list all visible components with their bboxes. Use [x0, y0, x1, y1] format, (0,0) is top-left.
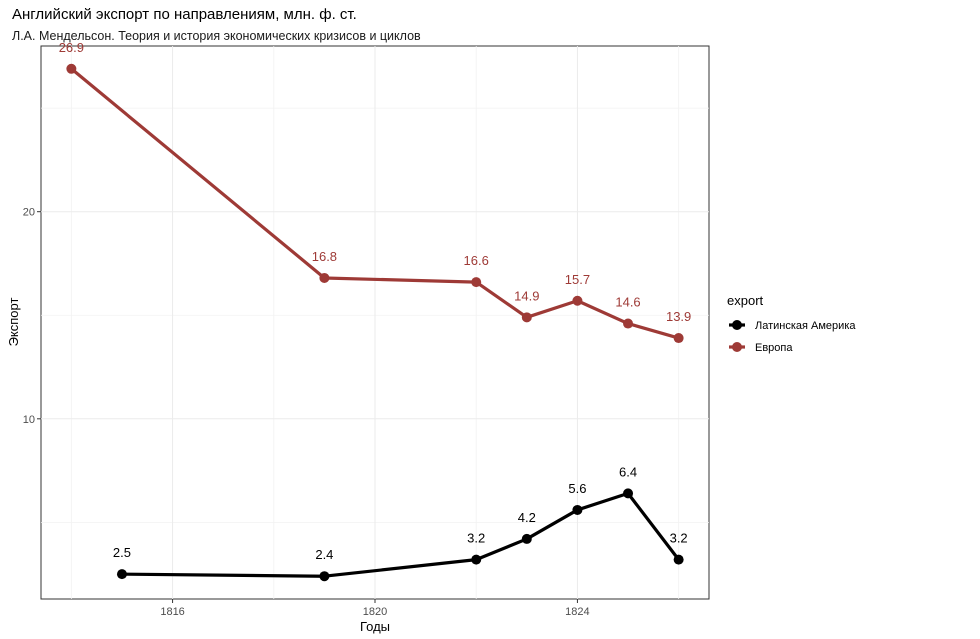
data-label: 14.6	[615, 295, 640, 310]
chart-subtitle: Л.А. Мендельсон. Теория и история эконом…	[12, 29, 421, 43]
data-point	[521, 312, 532, 323]
data-point	[116, 569, 127, 580]
data-point	[471, 277, 482, 288]
x-tick-label: 1824	[565, 606, 589, 618]
data-label: 14.9	[514, 288, 539, 303]
data-point	[572, 295, 583, 306]
legend-item: Европа	[729, 342, 793, 354]
data-point	[471, 554, 482, 565]
tick-labels: 1816 1820 1824 10 20	[23, 207, 590, 618]
data-point	[673, 554, 684, 565]
data-label: 26.9	[59, 40, 84, 55]
legend-label: Латинская Америка	[755, 320, 856, 332]
data-label: 4.2	[518, 510, 536, 525]
data-point	[66, 63, 77, 74]
y-tick-label: 10	[23, 414, 35, 426]
series-layer: 2.5 2.4 3.2 4.2 5.6 6.4 3.2 26.9 16.8 16.6 14.9 15.…	[59, 40, 691, 582]
data-point	[623, 488, 634, 499]
data-label: 16.6	[464, 253, 489, 268]
data-point	[319, 571, 330, 582]
series-1: 2.5 2.4 3.2 4.2 5.6 6.4 3.2	[113, 464, 688, 582]
data-label: 6.4	[619, 464, 637, 479]
chart-title: Английский экспорт по направлениям, млн.…	[12, 6, 357, 23]
x-tick-label: 1820	[363, 606, 387, 618]
x-axis-title: Годы	[360, 619, 390, 634]
legend-key-point	[732, 320, 742, 330]
data-label: 2.4	[315, 547, 333, 562]
y-tick-label: 20	[23, 207, 35, 219]
legend-key-point	[732, 342, 742, 352]
y-axis-title: Экспорт	[6, 298, 21, 347]
legend-item: Латинская Америка	[729, 320, 856, 332]
series-2: 26.9 16.8 16.6 14.9 15.7 14.6 13.9	[59, 40, 691, 344]
data-label: 13.9	[666, 309, 691, 324]
legend: export Латинская Америка Европа	[727, 293, 856, 354]
data-label: 3.2	[670, 531, 688, 546]
data-label: 5.6	[568, 481, 586, 496]
x-tick-label: 1816	[160, 606, 184, 618]
data-point	[623, 318, 634, 329]
legend-label: Европа	[755, 342, 793, 354]
data-label: 3.2	[467, 531, 485, 546]
legend-title: export	[727, 293, 764, 308]
data-label: 16.8	[312, 249, 337, 264]
data-point	[521, 533, 532, 544]
data-label: 15.7	[565, 272, 590, 287]
data-point	[319, 272, 330, 283]
data-point	[673, 333, 684, 344]
data-label: 2.5	[113, 545, 131, 560]
data-point	[572, 504, 583, 515]
